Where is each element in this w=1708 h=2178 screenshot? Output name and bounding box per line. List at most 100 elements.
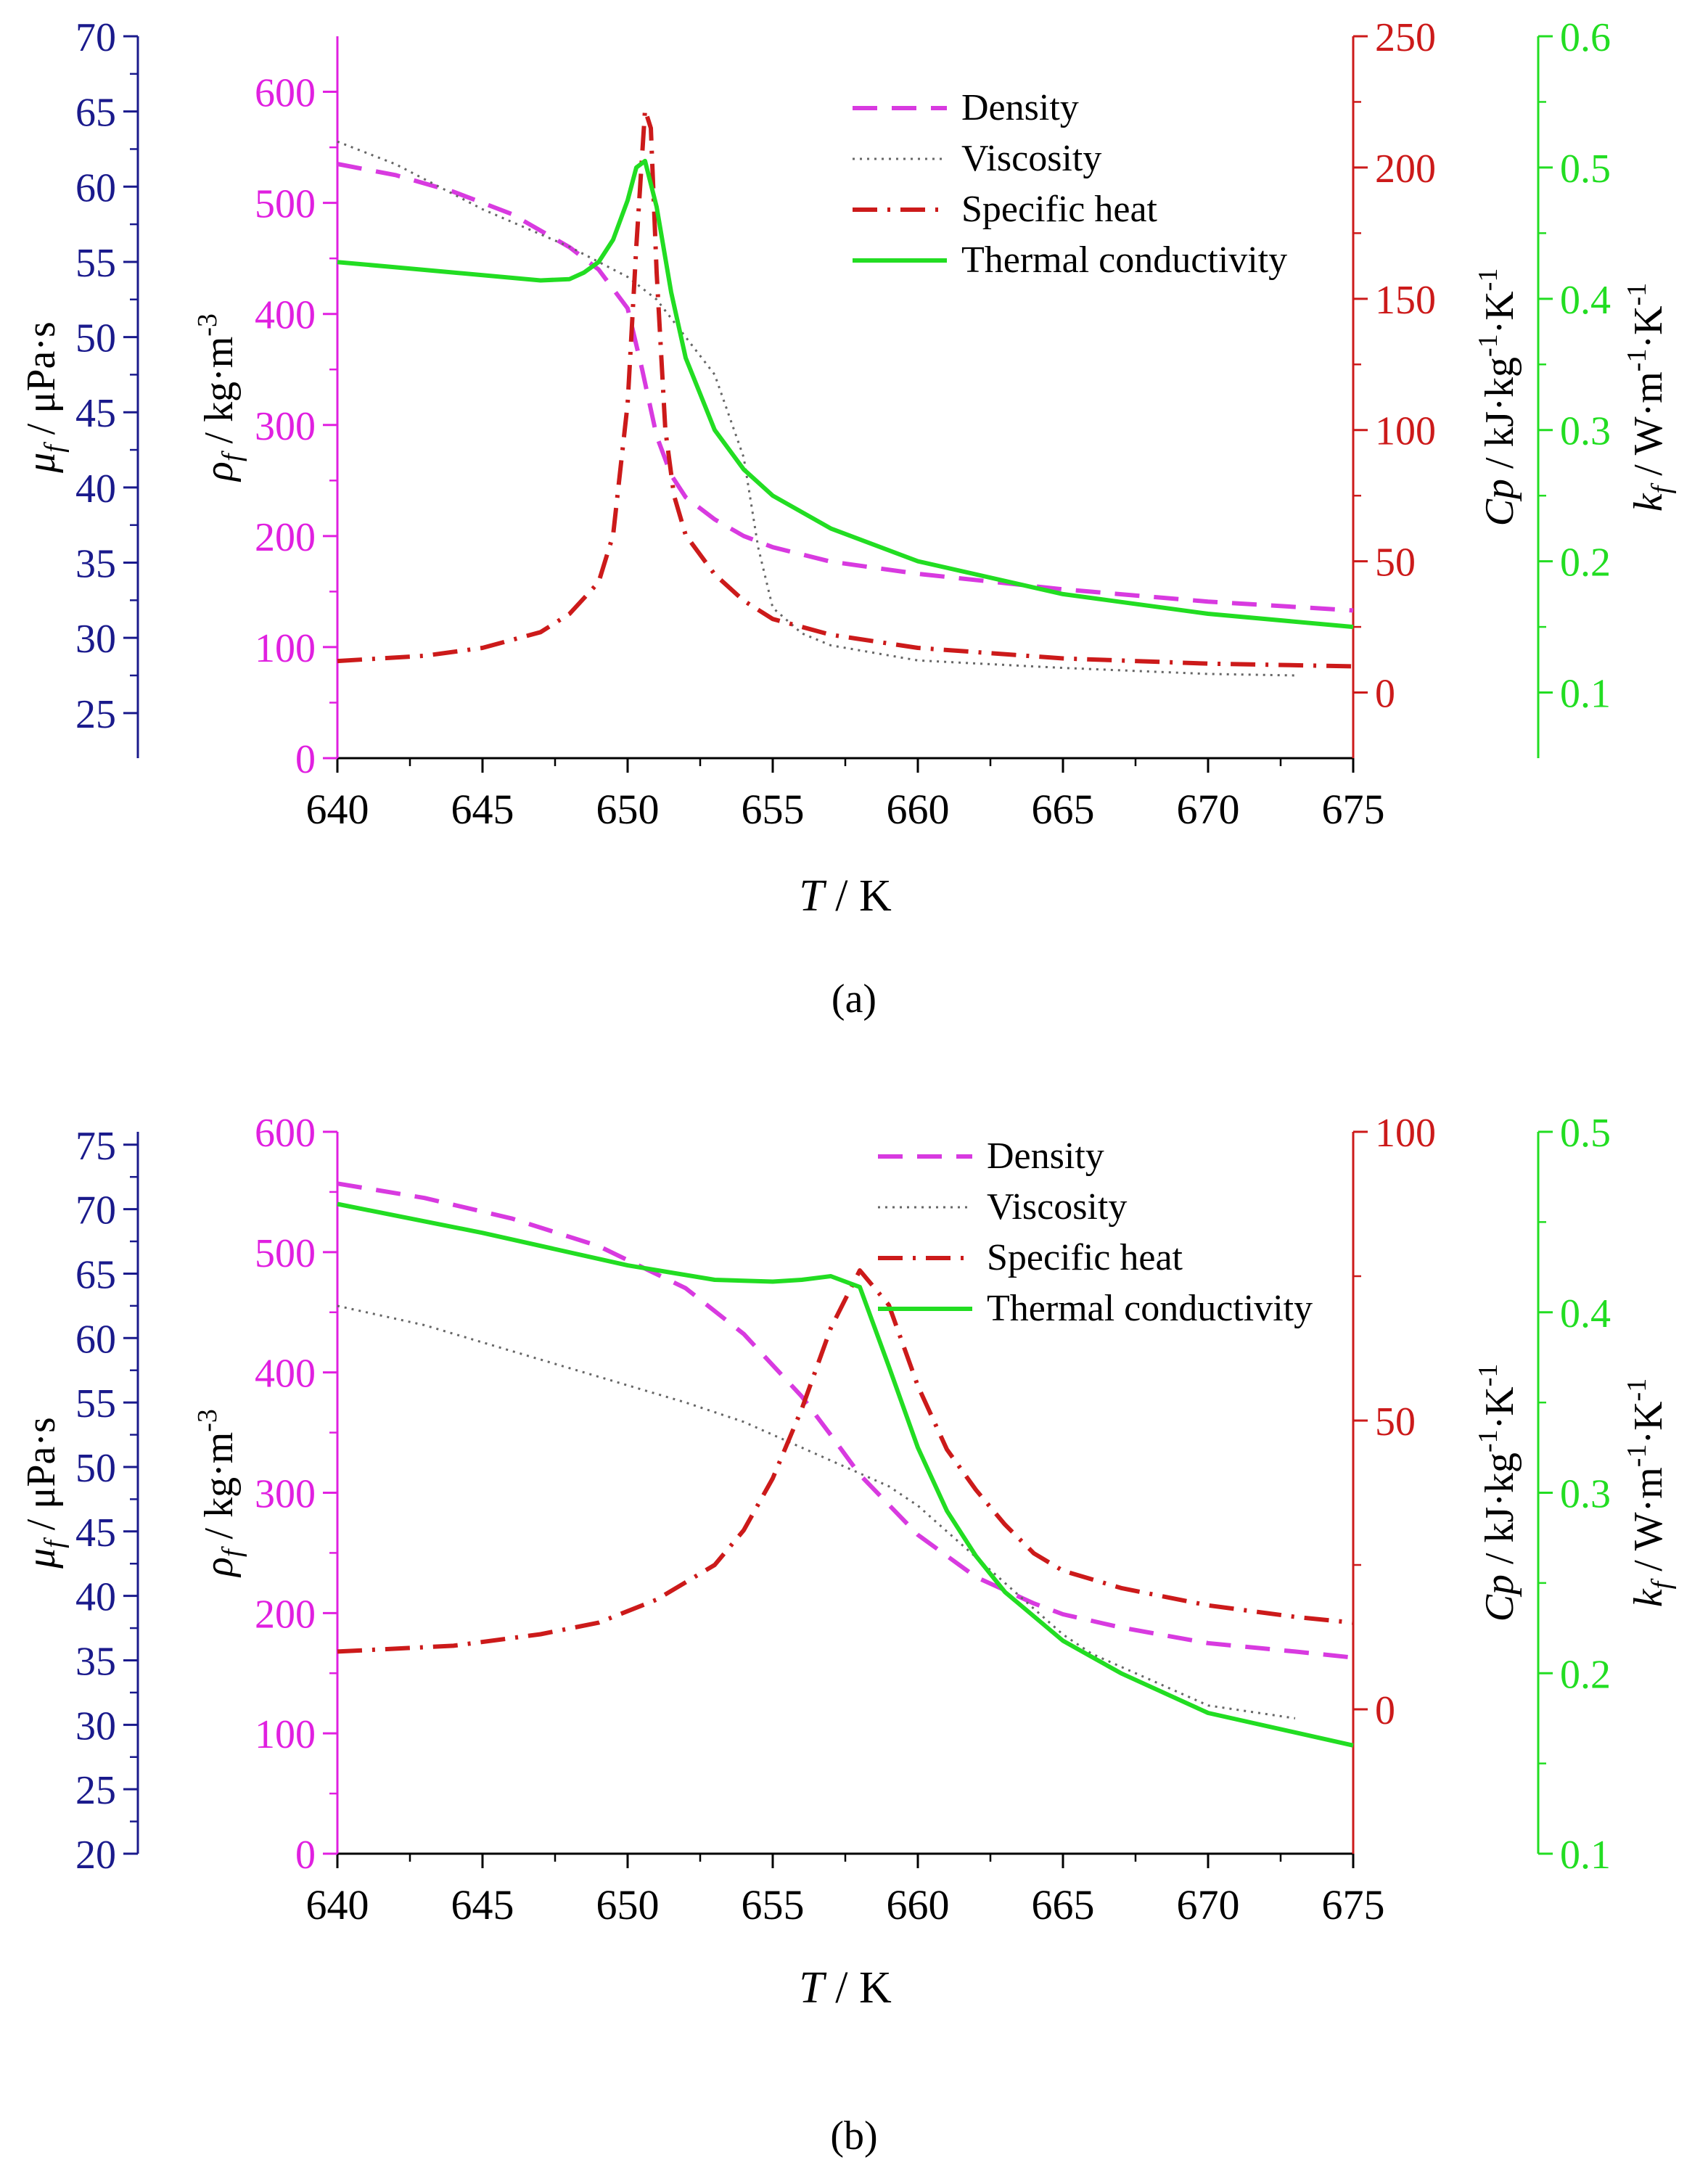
y-tick-label-mu: 30	[75, 617, 116, 662]
series-line-density	[337, 1181, 1354, 1660]
y-axis-title-cp: Cp / kJ·kg-1·K-1	[1473, 268, 1522, 527]
y-tick-label-mu: 25	[75, 1768, 116, 1813]
y-tick-label-rho: 600	[255, 71, 316, 116]
y-axis-title-rho: ρf / kg·m-3	[192, 1409, 247, 1578]
y-tick-label-mu: 50	[75, 1446, 116, 1491]
y-tick-label-k: 0.6	[1560, 15, 1611, 60]
y-tick-label-mu: 35	[75, 1639, 116, 1684]
y-tick-label-cp: 50	[1375, 541, 1416, 585]
y-axis-title-mu: μf / μPa·s	[19, 1417, 70, 1569]
legend-label: Density	[987, 1135, 1104, 1177]
y-tick-label-mu: 55	[75, 241, 116, 286]
y-axis-mu: 20 25 30 35 40 45 50 55 60 65 70 75 μf / μPa·s	[19, 1124, 139, 1878]
y-tick-label-k: 0.3	[1560, 1472, 1611, 1517]
y-tick-label-rho: 0	[295, 737, 316, 782]
y-axis-title-rho: ρf / kg·m-3	[192, 313, 247, 482]
x-tick-label: 645	[451, 786, 514, 833]
x-tick-label: 665	[1032, 786, 1095, 833]
series-line-density	[337, 162, 1354, 613]
y-tick-label-mu: 65	[75, 1252, 116, 1297]
x-tick-label: 645	[451, 1881, 514, 1928]
y-axis-title-cp: Cp / kJ·kg-1·K-1	[1473, 1364, 1522, 1622]
y-tick-label-mu: 35	[75, 542, 116, 587]
y-tick-label-mu: 65	[75, 91, 116, 136]
y-tick-label-cp: 0	[1375, 1688, 1395, 1733]
y-axis-k: 0.1 0.2 0.3 0.4 0.5 0.6 kf / W·m-1·K-1	[1537, 15, 1677, 758]
y-tick-label-rho: 300	[255, 404, 316, 449]
y-tick-label-mu: 70	[75, 15, 116, 60]
legend-label: Density	[961, 87, 1079, 128]
y-tick-label-k: 0.2	[1560, 541, 1611, 585]
y-axis-title-mu: μf / μPa·s	[19, 321, 70, 474]
y-tick-label-k: 0.5	[1560, 147, 1611, 192]
x-tick-label: 670	[1177, 1881, 1240, 1928]
y-tick-label-cp: 150	[1375, 278, 1436, 323]
series-group	[337, 1181, 1354, 1748]
y-tick-label-rho: 100	[255, 1712, 316, 1757]
y-axis-title-k: kf / W·m-1·K-1	[1622, 1378, 1677, 1607]
y-tick-label-k: 0.1	[1560, 1833, 1611, 1878]
y-axis-rho: 0 100 200 300 400 500 600 ρf / kg·m-3	[192, 36, 339, 782]
series-line-viscosity	[337, 140, 1296, 677]
y-tick-label-cp: 250	[1375, 15, 1436, 60]
y-axis-title-k: kf / W·m-1·K-1	[1622, 283, 1677, 511]
y-tick-label-cp: 50	[1375, 1400, 1416, 1445]
y-tick-label-rho: 0	[295, 1833, 316, 1878]
y-tick-label-k: 0.5	[1560, 1111, 1611, 1156]
x-tick-label: 675	[1322, 786, 1385, 833]
legend: Density Viscosity Specific heat Thermal con…	[853, 87, 1287, 281]
y-tick-label-cp: 200	[1375, 147, 1436, 192]
y-axis-k: 0.1 0.2 0.3 0.4 0.5 kf / W·m-1·K-1	[1537, 1111, 1677, 1878]
y-tick-label-mu: 40	[75, 467, 116, 511]
legend-label: Specific heat	[987, 1237, 1183, 1278]
y-tick-label-k: 0.2	[1560, 1652, 1611, 1697]
y-tick-label-mu: 70	[75, 1188, 116, 1233]
y-tick-label-k: 0.3	[1560, 409, 1611, 454]
legend-label: Thermal conductivity	[987, 1288, 1313, 1329]
x-tick-label: 660	[887, 1881, 950, 1928]
y-tick-label-rho: 600	[255, 1111, 316, 1156]
caption-b: (b)	[830, 2113, 877, 2158]
x-tick-label: 660	[887, 786, 950, 833]
series-line-thermal-conductivity	[337, 1201, 1354, 1748]
y-axis-cp: 0 50 100 150 200 250 Cp / kJ·kg-1·K-1	[1352, 15, 1522, 758]
y-tick-label-k: 0.1	[1560, 672, 1611, 717]
series-line-thermal-conductivity	[337, 158, 1354, 630]
series-line-specific-heat	[337, 1268, 1354, 1654]
y-tick-label-mu: 45	[75, 391, 116, 436]
legend-label: Viscosity	[987, 1186, 1127, 1228]
y-tick-label-mu: 55	[75, 1381, 116, 1426]
y-tick-label-rho: 500	[255, 182, 316, 227]
y-axis-mu: 25 30 35 40 45 50 55 60 65 70 μf / μPa·s	[19, 15, 139, 758]
y-tick-label-cp: 100	[1375, 409, 1436, 454]
y-tick-label-mu: 75	[75, 1124, 116, 1169]
x-tick-label: 655	[742, 786, 805, 833]
x-tick-label: 650	[596, 1881, 660, 1928]
legend-label: Viscosity	[961, 138, 1101, 179]
legend: Density Viscosity Specific heat Thermal con…	[878, 1135, 1313, 1329]
series-line-viscosity	[337, 1304, 1296, 1719]
series-group	[337, 107, 1354, 677]
y-tick-label-mu: 25	[75, 692, 116, 737]
y-tick-label-rho: 200	[255, 515, 316, 560]
legend-label: Thermal conductivity	[961, 239, 1287, 281]
y-tick-label-rho: 400	[255, 293, 316, 338]
y-tick-label-mu: 20	[75, 1833, 116, 1878]
y-axis-cp: 0 50 100 Cp / kJ·kg-1·K-1	[1352, 1111, 1522, 1854]
y-tick-label-k: 0.4	[1560, 278, 1611, 323]
y-tick-label-mu: 50	[75, 316, 116, 361]
y-tick-label-rho: 300	[255, 1472, 316, 1517]
series-line-specific-heat	[337, 107, 1354, 669]
y-axis-rho: 0 100 200 300 400 500 600 ρf / kg·m-3	[192, 1111, 339, 1878]
x-axis: 640 645 650 655 660 665 670 675 T / K	[306, 757, 1385, 921]
x-tick-label: 675	[1322, 1881, 1385, 1928]
y-tick-label-mu: 30	[75, 1704, 116, 1748]
legend-label: Specific heat	[961, 189, 1158, 230]
y-tick-label-rho: 200	[255, 1592, 316, 1637]
y-tick-label-rho: 400	[255, 1352, 316, 1397]
x-tick-label: 650	[596, 786, 660, 833]
x-axis-label: T / K	[799, 871, 892, 921]
